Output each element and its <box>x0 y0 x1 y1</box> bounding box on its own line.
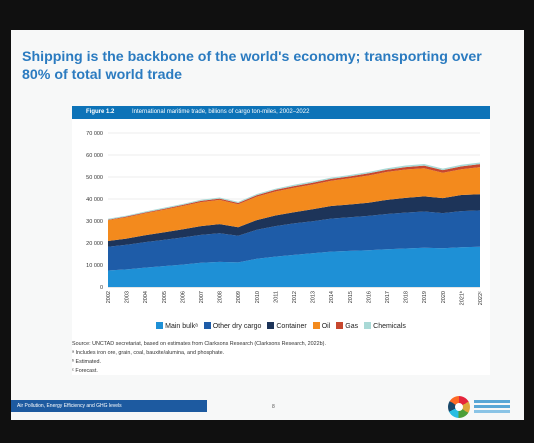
x-tick-label: 2018 <box>404 291 410 303</box>
y-tick-label: 30 000 <box>86 219 103 225</box>
legend-swatch <box>267 322 275 329</box>
legend-item: Oil <box>312 322 331 330</box>
x-tick-label: 2022ᶜ <box>478 291 484 305</box>
x-tick-label: 2006 <box>180 291 186 303</box>
x-tick-label: 2007 <box>199 291 205 303</box>
legend-swatch <box>156 322 164 329</box>
x-tick-label: 2009 <box>236 291 242 303</box>
legend-item: Other dry cargo <box>203 322 262 330</box>
chart-legend: Main bulkᵃ Other dry cargo Container Oil Gas… <box>72 322 490 330</box>
x-tick-label: 2014 <box>329 291 335 303</box>
footnote-a: ᵃ Includes iron ore, grain, coal, bauxit… <box>72 350 225 356</box>
footnote-b: ᵇ Estimated. <box>72 359 101 365</box>
stacked-area-chart: 0 10 000 20 000 30 000 40 000 50 000 60 000 70 … <box>86 131 484 305</box>
x-tick-label: 2011 <box>273 291 279 303</box>
slide-headline: Shipping is the backbone of the world's … <box>22 49 482 83</box>
screen-frame-left <box>0 30 11 443</box>
y-tick-label: 60 000 <box>86 153 103 159</box>
legend-swatch <box>203 322 211 329</box>
x-tick-label: 2021ᵇ <box>458 291 465 305</box>
legend-label: Main bulkᵃ <box>165 323 198 330</box>
screen-frame-right <box>524 30 534 443</box>
footer-section-label: Air Pollution, Energy Efficiency and GHG… <box>11 400 207 412</box>
x-tick-label: 2002 <box>106 291 112 303</box>
legend-label: Container <box>276 323 307 330</box>
legend-label: Other dry cargo <box>212 323 262 330</box>
y-tick-label: 10 000 <box>86 263 103 269</box>
x-tick-label: 2010 <box>255 291 261 303</box>
y-tick-label: 70 000 <box>86 131 103 137</box>
y-tick-label: 40 000 <box>86 197 103 203</box>
legend-item: Container <box>267 322 307 330</box>
source-note: Source: UNCTAD secretariat, based on est… <box>72 341 326 347</box>
footnote-c: ᶜ Forecast. <box>72 368 98 374</box>
legend-item: Gas <box>336 322 358 330</box>
logo-wordmark <box>474 400 510 403</box>
area-oil <box>108 167 480 241</box>
legend-label: Chemicals <box>373 323 406 330</box>
area-container <box>108 194 480 247</box>
legend-label: Oil <box>321 323 331 330</box>
y-tick-label: 20 000 <box>86 241 103 247</box>
x-tick-label: 2008 <box>218 291 224 303</box>
x-tick-label: 2005 <box>162 291 168 303</box>
x-tick-label: 2013 <box>311 291 317 303</box>
x-tick-label: 2019 <box>422 291 428 303</box>
area-main-bulk <box>108 246 480 287</box>
y-tick-label: 0 <box>100 285 103 291</box>
screen-frame-top <box>0 0 534 30</box>
page-number: 8 <box>272 404 275 410</box>
legend-swatch <box>312 322 320 329</box>
screen-frame-bottom <box>0 420 534 443</box>
legend-label: Gas <box>345 323 359 330</box>
figure-notes: Source: UNCTAD secretariat, based on est… <box>72 340 490 376</box>
figure-number: Figure 1.2 <box>86 109 115 115</box>
figure-title-bar: Figure 1.2 International maritime trade,… <box>72 106 490 119</box>
x-tick-label: 2004 <box>143 291 149 303</box>
x-tick-label: 2020 <box>441 291 447 303</box>
figure-title: International maritime trade, billions o… <box>132 109 310 115</box>
legend-swatch <box>336 322 344 329</box>
legend-swatch <box>364 322 372 329</box>
sdg-wheel-logo <box>448 396 470 418</box>
y-tick-label: 50 000 <box>86 175 103 181</box>
x-tick-label: 2017 <box>385 291 391 303</box>
x-tick-label: 2012 <box>292 291 298 303</box>
area-other-dry-cargo <box>108 210 480 271</box>
legend-item: Main bulkᵃ <box>156 322 198 330</box>
x-tick-label: 2003 <box>125 291 131 303</box>
legend-item: Chemicals <box>364 322 406 330</box>
x-tick-label: 2016 <box>366 291 372 303</box>
x-tick-label: 2015 <box>348 291 354 303</box>
